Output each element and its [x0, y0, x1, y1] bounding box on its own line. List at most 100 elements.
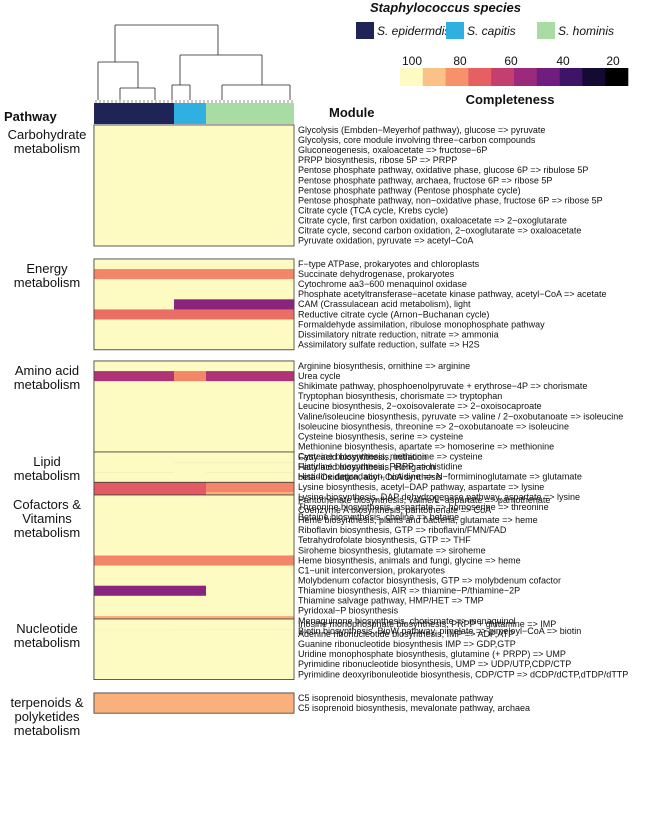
heatmap-cell	[162, 391, 167, 402]
heatmap-cell	[142, 309, 147, 320]
heatmap-cell	[194, 309, 199, 320]
heatmap-cell	[258, 319, 263, 330]
heatmap-cell	[198, 669, 203, 680]
heatmap-cell	[186, 431, 191, 442]
heatmap-cell	[246, 462, 251, 473]
heatmap-cell	[106, 411, 111, 422]
heatmap-cell	[138, 452, 143, 463]
heatmap-cell	[206, 185, 211, 196]
heatmap-cell	[282, 259, 287, 270]
heatmap-cell	[126, 535, 131, 546]
module-label: Menaquinone biosynthesis, chorismate => …	[298, 616, 516, 626]
heatmap-cell	[178, 505, 183, 516]
heatmap-cell	[182, 462, 187, 473]
heatmap-cell	[138, 605, 143, 617]
heatmap-cell	[238, 391, 243, 402]
heatmap-cell	[266, 495, 271, 506]
heatmap-cell	[250, 381, 255, 392]
heatmap-cell	[122, 659, 127, 670]
heatmap-cell	[274, 411, 279, 422]
heatmap-cell	[106, 269, 111, 280]
heatmap-cell	[102, 472, 107, 483]
heatmap-cell	[278, 525, 283, 536]
heatmap-cell	[234, 639, 239, 650]
heatmap-cell	[222, 659, 227, 670]
heatmap-cell	[206, 441, 211, 452]
heatmap-cell	[242, 329, 247, 340]
heatmap-cell	[98, 411, 103, 422]
heatmap-cell	[190, 452, 195, 463]
heatmap-cell	[146, 535, 151, 546]
heatmap-cell	[122, 145, 127, 156]
heatmap-cell	[174, 235, 179, 247]
heatmap-cell	[266, 535, 271, 546]
heatmap-cell	[254, 481, 259, 493]
heatmap-cell	[146, 649, 151, 660]
heatmap-cell	[158, 585, 163, 596]
heatmap-cell	[226, 525, 231, 536]
heatmap-cell	[270, 259, 275, 270]
heatmap-cell	[170, 289, 175, 300]
heatmap-cell	[266, 269, 271, 280]
heatmap-cell	[290, 472, 295, 483]
heatmap-cell	[198, 371, 203, 382]
heatmap-cell	[114, 381, 119, 392]
heatmap-cell	[218, 421, 223, 432]
heatmap-cell	[202, 575, 207, 586]
heatmap-cell	[214, 462, 219, 473]
heatmap-cell	[270, 515, 275, 526]
heatmap-cell	[270, 225, 275, 237]
heatmap-cell	[218, 639, 223, 650]
heatmap-cell	[94, 462, 99, 473]
heatmap-cell	[270, 649, 275, 660]
heatmap-cell	[114, 505, 119, 516]
heatmap-cell	[182, 411, 187, 422]
heatmap-cell	[178, 629, 183, 640]
heatmap-cell	[198, 205, 203, 216]
heatmap-cell	[134, 165, 139, 176]
heatmap-cell	[230, 515, 235, 526]
heatmap-cell	[214, 381, 219, 392]
heatmap-cell	[198, 225, 203, 237]
heatmap-cell	[150, 565, 155, 576]
heatmap-cell	[242, 421, 247, 432]
heatmap-cell	[230, 135, 235, 146]
heatmap-cell	[274, 371, 279, 382]
heatmap-cell	[222, 279, 227, 290]
heatmap-cell	[190, 205, 195, 216]
heatmap-cell	[110, 135, 115, 146]
heatmap-cell	[166, 381, 171, 392]
heatmap-cell	[142, 175, 147, 186]
heatmap-cell	[106, 585, 111, 596]
heatmap-cell	[106, 135, 111, 146]
heatmap-cell	[230, 703, 235, 714]
heatmap-cell	[122, 452, 127, 463]
heatmap-cell	[114, 555, 119, 566]
heatmap-cell	[134, 669, 139, 680]
heatmap-cell	[226, 535, 231, 546]
heatmap-cell	[282, 495, 287, 506]
heatmap-cell	[262, 339, 267, 350]
heatmap-cell	[246, 575, 251, 586]
heatmap-cell	[114, 259, 119, 270]
heatmap-cell	[262, 545, 267, 556]
heatmap-cell	[142, 535, 147, 546]
heatmap-cell	[218, 165, 223, 176]
heatmap-cell	[130, 125, 135, 136]
heatmap-cell	[114, 535, 119, 546]
heatmap-cell	[290, 165, 295, 176]
heatmap-cell	[98, 309, 103, 320]
heatmap-cell	[282, 555, 287, 566]
heatmap-cell	[142, 525, 147, 536]
heatmap-cell	[258, 629, 263, 640]
heatmap-cell	[206, 165, 211, 176]
heatmap-cell	[194, 649, 199, 660]
heatmap-cell	[110, 545, 115, 556]
heatmap-cell	[146, 175, 151, 186]
heatmap-cell	[102, 185, 107, 196]
heatmap-cell	[122, 703, 127, 714]
heatmap-cell	[138, 175, 143, 186]
heatmap-cell	[282, 421, 287, 432]
heatmap-cell	[194, 401, 199, 412]
